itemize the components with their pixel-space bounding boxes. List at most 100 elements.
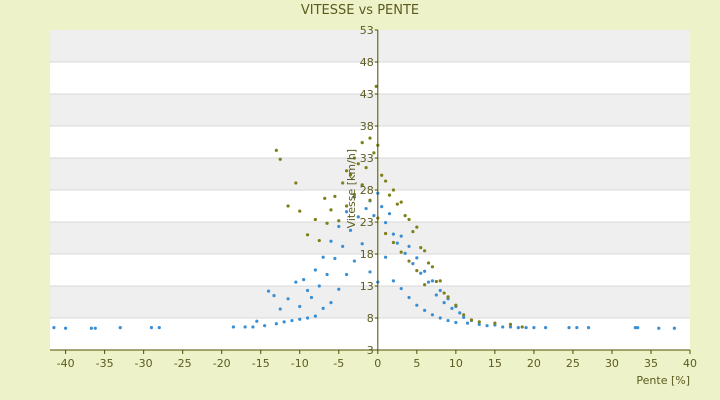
data-point <box>255 319 259 323</box>
data-point <box>430 313 435 317</box>
data-point <box>469 318 474 322</box>
y-tick-label: 13 <box>360 280 374 293</box>
data-point <box>462 315 466 319</box>
data-point <box>508 325 513 329</box>
data-point <box>391 279 396 283</box>
data-point <box>356 215 360 219</box>
data-point <box>532 326 536 330</box>
data-point <box>391 240 396 245</box>
y-tick-label: 38 <box>360 120 374 133</box>
data-point <box>243 325 247 329</box>
x-tick-label: 30 <box>605 357 619 370</box>
x-tick-label: 40 <box>683 357 697 370</box>
x-tick-label: -30 <box>135 357 153 370</box>
data-point <box>64 326 68 330</box>
series-series_up <box>274 84 524 329</box>
data-point <box>411 230 415 234</box>
grid-bands <box>50 30 690 351</box>
data-point <box>477 320 481 324</box>
x-tick-label: -10 <box>291 357 309 370</box>
data-point <box>454 320 458 325</box>
data-point <box>298 317 302 321</box>
data-point <box>446 295 450 299</box>
data-point <box>274 322 278 326</box>
data-point <box>337 219 341 223</box>
x-tick-label: -25 <box>174 357 192 370</box>
data-point <box>380 205 384 209</box>
data-point <box>317 238 321 243</box>
data-point <box>415 225 419 229</box>
data-point <box>434 279 438 284</box>
data-point <box>636 326 640 330</box>
x-tick-label: 15 <box>488 357 502 370</box>
data-point <box>52 326 56 330</box>
x-tick-label: -35 <box>96 357 114 370</box>
data-point <box>344 204 349 208</box>
y-tick-label: 23 <box>360 216 374 229</box>
series-series_down <box>52 183 676 330</box>
data-point <box>450 306 454 310</box>
data-point <box>567 326 571 330</box>
data-point <box>263 324 267 328</box>
data-point <box>368 136 372 140</box>
data-point <box>348 228 353 232</box>
data-point <box>407 295 411 300</box>
grid-band <box>50 94 690 126</box>
data-point <box>325 272 329 277</box>
data-point <box>633 326 637 330</box>
data-point <box>454 303 458 307</box>
y-tick-label: 43 <box>360 88 374 101</box>
data-point <box>419 246 423 250</box>
data-point <box>575 326 579 330</box>
y-tick-label: 33 <box>360 152 374 165</box>
x-axis-label: Pente [%] <box>636 374 690 387</box>
data-point <box>278 307 282 311</box>
data-point <box>423 283 427 287</box>
data-point <box>384 255 388 259</box>
data-point <box>426 280 431 284</box>
data-point <box>305 288 310 293</box>
data-point <box>399 286 403 291</box>
data-point <box>399 234 403 238</box>
grid-band <box>50 158 690 190</box>
x-tick-label: -40 <box>57 357 75 370</box>
data-point <box>290 318 294 323</box>
data-point <box>372 151 376 155</box>
data-point <box>352 195 356 199</box>
data-point <box>317 284 321 288</box>
data-point <box>391 232 396 236</box>
data-point <box>356 162 360 166</box>
data-point <box>430 279 435 283</box>
data-point <box>251 325 255 329</box>
data-point <box>423 269 427 273</box>
data-point <box>294 280 298 284</box>
data-point <box>337 287 341 291</box>
data-point <box>434 293 438 297</box>
data-point <box>438 288 442 293</box>
data-point <box>118 326 122 330</box>
x-tick-label: 20 <box>527 357 541 370</box>
y-tick-label: 48 <box>360 56 374 69</box>
data-point <box>442 291 446 295</box>
data-point <box>399 250 403 254</box>
y-tick-label: 3 <box>367 344 374 357</box>
data-point <box>391 188 396 192</box>
data-point <box>438 279 442 283</box>
chart-title: VITESSE vs PENTE <box>301 3 419 18</box>
data-point <box>298 304 302 309</box>
data-point <box>384 231 388 236</box>
grid-band <box>50 190 690 222</box>
data-point <box>298 209 302 213</box>
grid-band <box>50 62 690 94</box>
data-point <box>344 210 349 214</box>
data-point <box>333 194 337 198</box>
data-point <box>368 270 372 274</box>
data-point <box>458 311 462 315</box>
data-point <box>415 269 419 273</box>
data-point <box>438 316 442 320</box>
data-point <box>352 259 356 263</box>
data-point <box>477 322 481 326</box>
data-point <box>333 256 337 261</box>
x-tick-label: -15 <box>252 357 270 370</box>
